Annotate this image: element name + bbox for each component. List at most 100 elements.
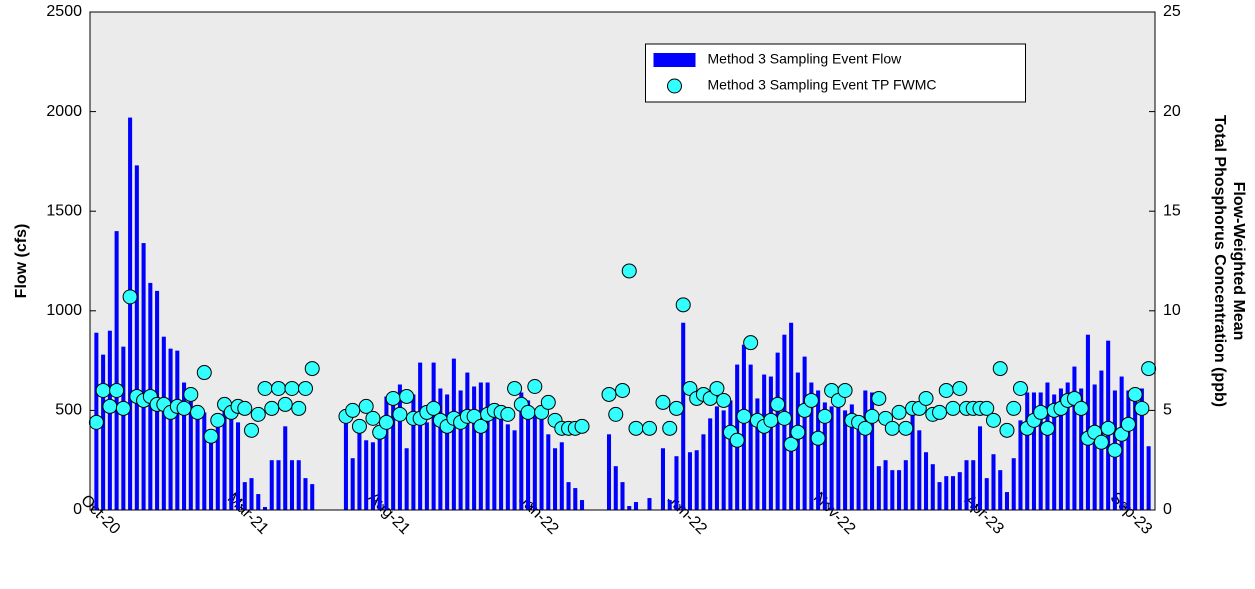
point: [641, 420, 657, 436]
bar: [1025, 392, 1030, 510]
bar: [809, 382, 814, 510]
bar: [269, 460, 274, 510]
point: [1073, 400, 1089, 416]
bar: [364, 440, 369, 510]
bar: [775, 352, 780, 510]
point: [743, 335, 759, 351]
bar: [478, 382, 483, 510]
bar: [606, 434, 612, 510]
bar: [182, 382, 187, 510]
bar: [1011, 458, 1016, 510]
y2-tick-label: 25: [1163, 3, 1181, 20]
bar: [984, 478, 989, 510]
bar: [1065, 382, 1070, 510]
y2-tick-label: 15: [1163, 202, 1181, 219]
bar: [418, 362, 423, 510]
point: [864, 408, 880, 424]
bar: [391, 392, 396, 510]
bar: [701, 434, 706, 510]
point: [1141, 361, 1157, 377]
y2-tick-label: 20: [1163, 103, 1181, 120]
bar: [188, 394, 193, 510]
y-tick-label: 1500: [46, 202, 82, 219]
point: [628, 420, 644, 436]
bar: [526, 400, 531, 510]
point: [1093, 434, 1109, 450]
bar: [1079, 388, 1084, 510]
point: [1134, 400, 1150, 416]
bar: [566, 482, 571, 510]
bar: [175, 350, 180, 510]
bar: [998, 470, 1003, 510]
point: [277, 396, 293, 412]
bar: [957, 472, 962, 510]
point: [608, 406, 624, 422]
point: [527, 378, 543, 394]
point: [203, 428, 219, 444]
bar: [694, 450, 699, 510]
point: [803, 392, 819, 408]
bar: [451, 358, 456, 510]
point: [210, 412, 226, 428]
bar: [667, 500, 672, 510]
bar: [755, 398, 760, 510]
point: [817, 408, 833, 424]
bar: [728, 400, 733, 510]
bar: [235, 422, 241, 510]
point: [763, 412, 779, 428]
bar: [620, 482, 625, 510]
point: [284, 380, 300, 396]
bar: [553, 448, 558, 510]
bar: [1045, 382, 1050, 510]
bar: [519, 392, 524, 510]
bar: [256, 494, 261, 510]
y-tick-label: 2000: [46, 103, 82, 120]
point: [810, 430, 826, 446]
point: [1100, 420, 1116, 436]
point: [95, 382, 111, 398]
point: [291, 400, 307, 416]
point: [304, 361, 320, 377]
bar: [1126, 390, 1131, 510]
bar: [768, 376, 773, 510]
bar: [950, 476, 956, 510]
bar: [431, 362, 436, 510]
point: [716, 392, 732, 408]
bar: [141, 243, 146, 510]
bar: [613, 466, 618, 510]
bar: [633, 502, 639, 510]
bar: [748, 364, 753, 510]
bar: [310, 484, 315, 510]
point: [237, 400, 253, 416]
bar: [627, 506, 632, 510]
bar: [559, 442, 564, 510]
bar: [539, 414, 544, 510]
bar: [242, 482, 247, 510]
bar: [303, 478, 308, 510]
point: [790, 424, 806, 440]
bar: [485, 382, 490, 510]
bar: [343, 416, 348, 510]
point: [473, 418, 489, 434]
bar: [134, 165, 139, 510]
point: [109, 382, 125, 398]
point: [601, 386, 617, 402]
point: [871, 390, 887, 406]
point: [500, 406, 516, 422]
bar: [1119, 376, 1124, 510]
point: [655, 394, 671, 410]
point: [102, 398, 118, 414]
point: [176, 400, 192, 416]
legend-label: Method 3 Sampling Event TP FWMC: [708, 77, 937, 93]
bar: [357, 426, 362, 510]
bar: [937, 482, 942, 510]
bar: [283, 426, 288, 510]
point: [1039, 420, 1055, 436]
bar: [168, 348, 173, 510]
legend-box: [645, 43, 1026, 103]
bar: [370, 442, 375, 510]
point: [615, 382, 630, 398]
bar: [573, 488, 578, 510]
bar: [296, 460, 301, 510]
